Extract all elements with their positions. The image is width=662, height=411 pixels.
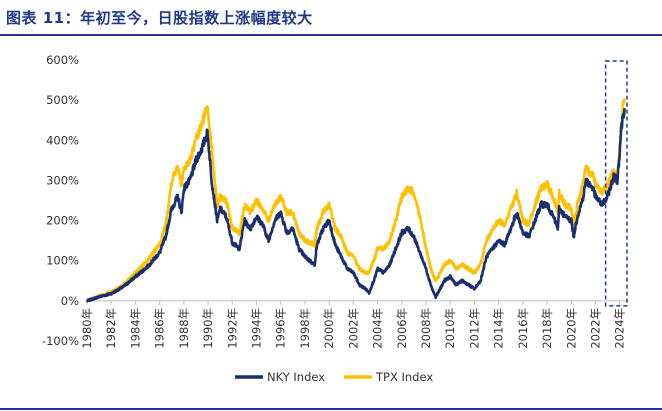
y-axis-ticks: -100% 0% 100% 200% 300% 400% 500% 600%: [42, 53, 79, 348]
series-layer: [85, 98, 626, 303]
x-tick-label: 2024年: [613, 308, 627, 349]
y-tick-label: 400%: [46, 133, 79, 147]
x-tick-label: 2004年: [371, 308, 385, 349]
y-tick-label: 0%: [61, 294, 79, 308]
legend-label-nky: NKY Index: [267, 370, 325, 384]
x-tick-label: 2006年: [395, 308, 409, 349]
x-tick-label: 2002年: [346, 308, 360, 349]
title-bar: 图表 11：年初至今，日股指数上涨幅度较大: [0, 0, 662, 34]
series-line-nky: [85, 108, 626, 303]
legend-label-tpx: TPX Index: [375, 370, 433, 384]
highlight-box: [604, 60, 628, 307]
x-tick-label: 1992年: [225, 308, 239, 349]
x-tick-label: 1984年: [128, 308, 142, 349]
series-line-tpx: [86, 98, 626, 303]
x-tick-label: 1980年: [80, 308, 94, 349]
legend: NKY Index TPX Index: [235, 370, 433, 384]
x-tick-label: 1988年: [177, 308, 191, 349]
x-tick-label: 2008年: [419, 308, 433, 349]
x-tick-label: 1986年: [153, 308, 167, 349]
x-tick-label: 1982年: [104, 308, 118, 349]
y-tick-label: -100%: [42, 334, 79, 348]
x-tick-label: 2000年: [322, 308, 336, 349]
x-tick-label: 2012年: [467, 308, 481, 349]
x-tick-label: 2010年: [443, 308, 457, 349]
x-axis-ticks: 1980年 1982年 1984年 1986年 1988年 1990年 1992年 1994年…: [80, 300, 627, 349]
x-tick-label: 2022年: [589, 308, 603, 349]
x-tick-label: 1998年: [298, 308, 312, 349]
y-tick-label: 200%: [46, 214, 79, 228]
x-tick-label: 2018年: [540, 308, 554, 349]
x-tick-label: 1996年: [274, 308, 288, 349]
x-tick-label: 1994年: [250, 308, 264, 349]
page-title: 图表 11：年初至今，日股指数上涨幅度较大: [6, 9, 313, 27]
y-tick-label: 600%: [46, 53, 79, 67]
y-tick-label: 500%: [46, 93, 79, 107]
x-tick-label: 1990年: [201, 308, 215, 349]
title-divider: [0, 34, 662, 36]
y-tick-label: 300%: [46, 173, 79, 187]
x-tick-label: 2014年: [492, 308, 506, 349]
y-tick-label: 100%: [46, 254, 79, 268]
x-tick-label: 2016年: [516, 308, 530, 349]
x-tick-label: 2020年: [564, 308, 578, 349]
bottom-divider: [0, 408, 662, 410]
